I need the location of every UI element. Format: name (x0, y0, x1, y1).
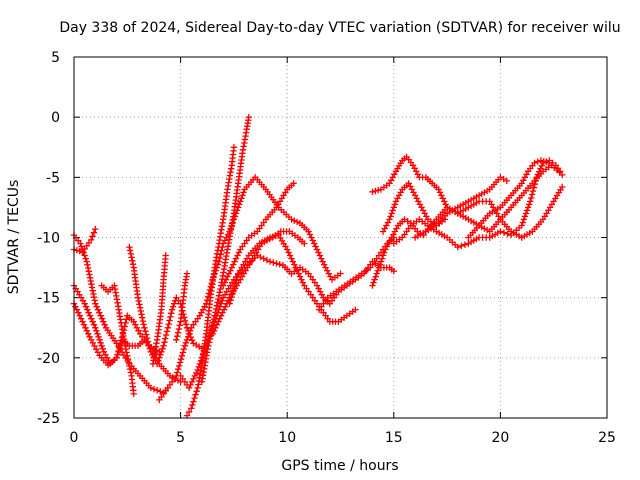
series-track-20 (390, 157, 564, 251)
data-layer (70, 114, 566, 419)
data-point-markers (390, 157, 564, 251)
series-track-6 (126, 243, 206, 368)
y-tick-label: -5 (46, 170, 60, 186)
x-tick-label: 10 (278, 430, 296, 446)
series-track-23 (465, 157, 553, 241)
data-point-markers (220, 180, 297, 289)
data-point-markers (369, 216, 427, 289)
data-point-markers (149, 252, 169, 368)
x-tick-label: 25 (598, 430, 616, 446)
x-tick-label: 5 (176, 430, 185, 446)
y-axis-label: SDTVAR / TECUs (6, 180, 22, 295)
plot-frame (73, 56, 608, 419)
data-point-markers (183, 144, 238, 419)
series-track-22 (422, 162, 566, 235)
series-track-7 (149, 252, 169, 368)
x-tick-label: 15 (385, 430, 403, 446)
y-tick-label: -10 (37, 231, 60, 247)
x-tick-label: 0 (70, 430, 79, 446)
series-track-14 (220, 180, 297, 289)
series-track-9 (173, 270, 191, 343)
series-track-11 (183, 144, 238, 419)
x-axis-label: GPS time / hours (281, 458, 398, 474)
grid (74, 57, 607, 418)
data-point-markers (126, 243, 206, 368)
y-tick-label: -15 (37, 291, 60, 307)
x-tick-label: 20 (491, 430, 509, 446)
data-point-markers (173, 270, 191, 343)
series-track-17 (369, 216, 427, 289)
y-tick-label: -20 (37, 351, 60, 367)
axis-ticks: 0 5 10 15 20 25 -25 -20 -15 -10 -5 0 5 (37, 50, 616, 446)
y-tick-label: 0 (51, 110, 60, 126)
y-tick-label: 5 (51, 50, 60, 66)
series-track-5 (98, 282, 137, 398)
data-point-markers (98, 282, 137, 398)
data-point-markers (465, 157, 553, 241)
data-point-markers (422, 162, 566, 235)
chart-title: Day 338 of 2024, Sidereal Day-to-day VTE… (59, 20, 620, 36)
y-tick-label: -25 (37, 411, 60, 427)
